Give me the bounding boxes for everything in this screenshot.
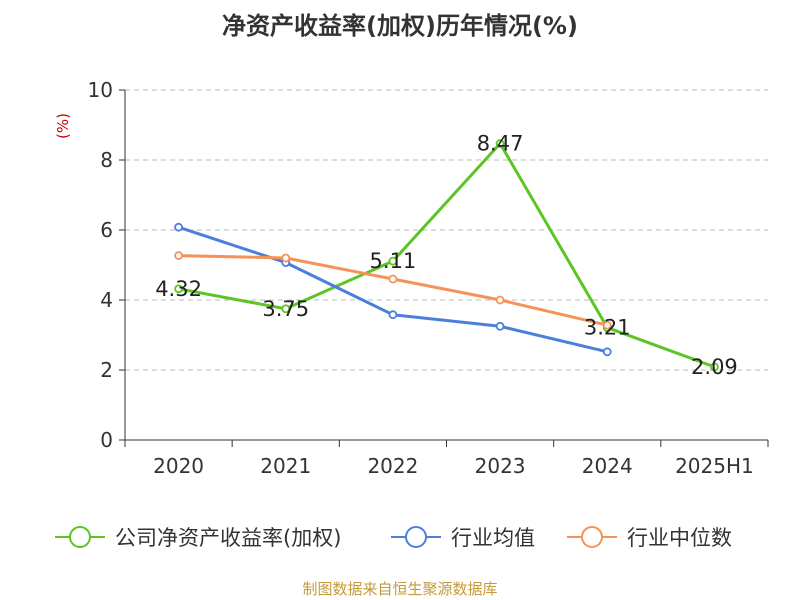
legend-label-1: 行业均值 [451, 526, 535, 550]
series-point-2 [174, 251, 183, 260]
x-tick-label: 2024 [582, 454, 633, 478]
chart-title: 净资产收益率(加权)历年情况(%) [222, 12, 578, 40]
x-tick-label: 2020 [153, 454, 204, 478]
series-line-0 [178, 142, 715, 369]
y-tick-label: 0 [100, 428, 113, 452]
legend-marker-1 [405, 526, 427, 548]
legend-label-2: 行业中位数 [627, 526, 732, 550]
y-tick-label: 6 [100, 218, 113, 242]
x-tick-label: 2025H1 [675, 454, 754, 478]
y-tick-label: 10 [88, 78, 113, 102]
data-label: 3.21 [584, 316, 631, 340]
series-point-1 [602, 347, 612, 357]
data-label-layer: 4.32 3.75 5.11 8.47 3.21 2.09 [155, 132, 738, 379]
data-label: 8.47 [477, 132, 524, 156]
series-point-1 [495, 321, 505, 331]
series-point-1 [174, 222, 183, 232]
series-point-0 [710, 362, 719, 372]
data-label: 2.09 [691, 355, 738, 379]
series-point-2 [602, 320, 612, 330]
series-point-2 [388, 274, 398, 284]
legend: 公司净资产收益率(加权) 行业均值 行业中位数 [55, 526, 732, 550]
series-line-1 [178, 225, 608, 354]
series-point-2 [281, 253, 291, 263]
x-tick-label: 2022 [367, 454, 418, 478]
data-label: 4.32 [155, 277, 202, 301]
data-label: 5.11 [370, 249, 417, 273]
series-point-0 [388, 256, 398, 266]
legend-marker-0 [69, 526, 91, 548]
source-footer: 制图数据来自恒生聚源数据库 [302, 580, 498, 598]
series-point-0 [174, 284, 183, 294]
y-tick-label: 2 [100, 358, 113, 382]
grid-layer [125, 89, 768, 371]
x-tick-label: 2021 [260, 454, 311, 478]
y-axis-label: (%) [54, 113, 72, 139]
y-tick-label: 8 [100, 148, 113, 172]
series-point-0 [281, 304, 291, 314]
x-tick-label: 2023 [475, 454, 526, 478]
axis-layer: 0 2 4 6 8 10 2020 2021 2022 2023 2024 2025H1 [88, 78, 769, 478]
series-point-2 [495, 295, 505, 305]
series-layer [174, 139, 719, 372]
series-point-1 [388, 310, 398, 320]
data-label: 3.75 [262, 297, 309, 321]
legend-marker-2 [581, 526, 603, 548]
series-point-0 [495, 139, 505, 148]
y-tick-label: 4 [100, 288, 113, 312]
legend-label-0: 公司净资产收益率(加权) [115, 526, 341, 550]
